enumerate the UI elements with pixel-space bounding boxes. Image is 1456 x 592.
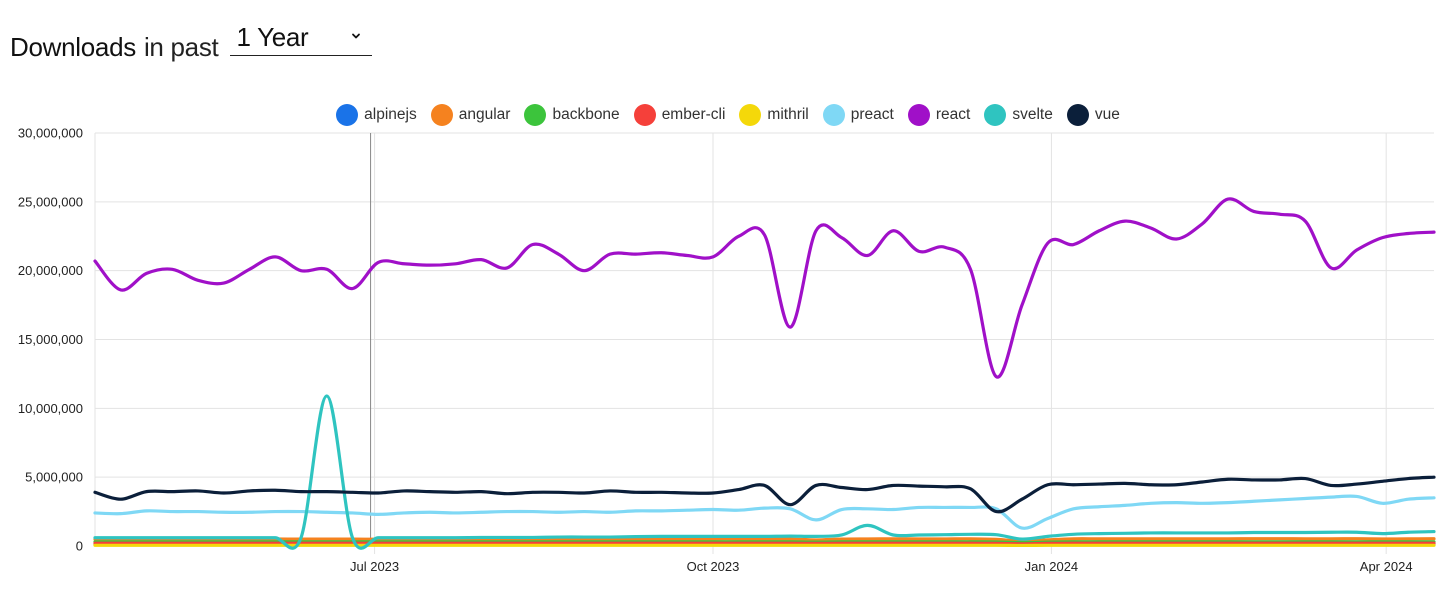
y-tick-label: 25,000,000 <box>18 194 83 209</box>
chart-legend: alpinejs angular backbone ember-cli mithril p… <box>0 103 1456 127</box>
legend-item-angular[interactable]: angular <box>430 103 511 127</box>
legend-label: angular <box>458 106 511 123</box>
legend-swatch-icon <box>907 104 930 126</box>
series-line-svelte[interactable] <box>93 394 1436 550</box>
series-line-vue[interactable] <box>93 475 1436 514</box>
y-tick-label: 30,000,000 <box>18 126 83 141</box>
series-line-react[interactable] <box>93 197 1436 379</box>
header-subtitle: in past <box>143 32 219 62</box>
series-line-ember-cli[interactable] <box>93 541 1436 546</box>
series-line-preact[interactable] <box>93 494 1436 530</box>
legend-label: alpinejs <box>364 106 417 123</box>
legend-label: ember-cli <box>661 106 726 123</box>
header-title: Downloads <box>10 32 136 62</box>
y-tick-label: 0 <box>76 539 83 554</box>
x-tick-label: Jan 2024 <box>1025 559 1079 574</box>
legend-swatch-icon <box>1066 104 1089 126</box>
legend-label: mithril <box>767 106 809 123</box>
x-tick-label: Jul 2023 <box>350 559 399 574</box>
legend-item-preact[interactable]: preact <box>822 103 894 127</box>
chart-header: Downloads in past 1 Year <box>10 20 373 62</box>
y-tick-label: 10,000,000 <box>18 401 83 416</box>
legend-item-react[interactable]: react <box>907 103 971 127</box>
legend-label: svelte <box>1012 106 1053 123</box>
legend-item-vue[interactable]: vue <box>1066 103 1120 127</box>
period-select[interactable]: 1 Year <box>230 20 373 56</box>
legend-label: react <box>935 106 971 123</box>
x-tick-label: Oct 2023 <box>687 559 740 574</box>
y-tick-label: 5,000,000 <box>25 470 83 485</box>
legend-swatch-icon <box>524 104 547 126</box>
x-tick-label: Apr 2024 <box>1360 559 1413 574</box>
legend-swatch-icon <box>430 104 453 126</box>
legend-item-ember-cli[interactable]: ember-cli <box>633 103 726 127</box>
legend-swatch-icon <box>336 104 359 126</box>
legend-swatch-icon <box>739 104 762 126</box>
period-select-value: 1 Year <box>236 22 309 52</box>
legend-item-svelte[interactable]: svelte <box>984 103 1053 127</box>
legend-label: vue <box>1094 106 1120 123</box>
legend-item-mithril[interactable]: mithril <box>739 103 809 127</box>
legend-item-backbone[interactable]: backbone <box>524 103 620 127</box>
legend-swatch-icon <box>822 104 845 126</box>
y-tick-label: 15,000,000 <box>18 332 83 347</box>
legend-label: backbone <box>552 106 620 123</box>
series-line-angular[interactable] <box>93 537 1436 543</box>
legend-swatch-icon <box>633 104 656 126</box>
chevron-down-icon <box>352 33 361 39</box>
y-tick-label: 20,000,000 <box>18 263 83 278</box>
legend-swatch-icon <box>984 104 1007 126</box>
legend-label: preact <box>850 106 894 123</box>
legend-item-alpinejs[interactable]: alpinejs <box>336 103 417 127</box>
